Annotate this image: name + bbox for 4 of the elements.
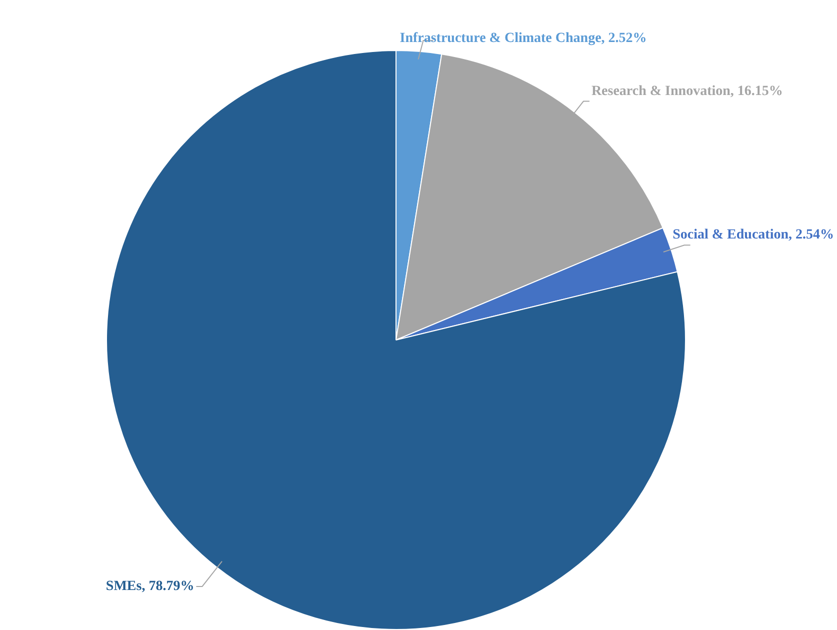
slice-label: Infrastructure & Climate Change, 2.52% (400, 31, 647, 46)
slice-label: SMEs, 78.79% (106, 579, 194, 594)
slice-label: Research & Innovation, 16.15% (591, 84, 783, 99)
slice-label: Social & Education, 2.54% (672, 228, 834, 243)
